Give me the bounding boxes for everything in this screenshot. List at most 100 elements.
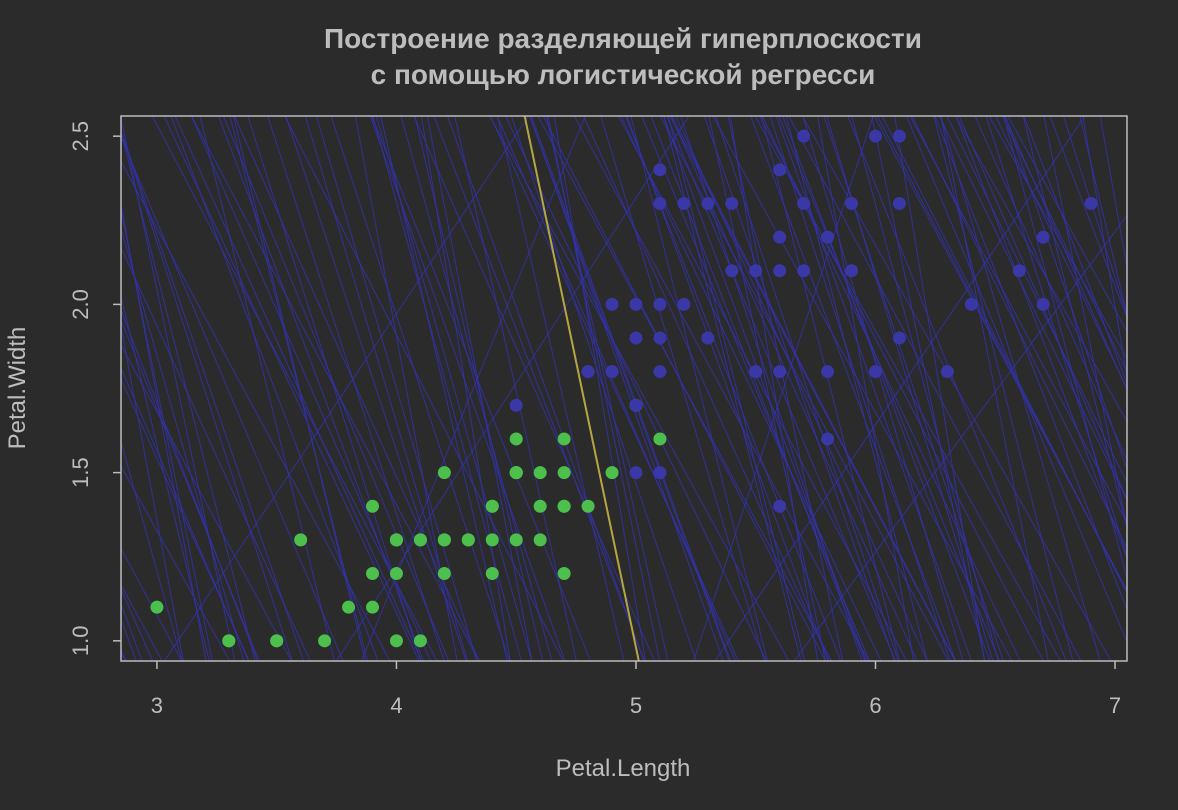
point-versicolor — [533, 466, 547, 480]
x-axis-label: Petal.Length — [556, 755, 691, 782]
point-versicolor — [509, 432, 523, 446]
point-versicolor — [294, 533, 308, 547]
iteration-line — [995, 116, 1127, 390]
iteration-line — [174, 116, 423, 661]
iteration-line — [782, 116, 991, 661]
iteration-line — [121, 547, 183, 661]
iteration-line — [446, 116, 645, 661]
iteration-line — [121, 227, 245, 661]
iteration-line — [573, 116, 869, 661]
point-versicolor — [366, 499, 379, 513]
point-virginica — [629, 398, 643, 412]
point-versicolor — [509, 466, 523, 480]
point-versicolor — [366, 600, 379, 614]
iteration-line — [847, 116, 1067, 661]
iteration-line — [714, 116, 1086, 661]
iteration-line — [873, 116, 1127, 592]
iteration-line — [1001, 116, 1127, 373]
iteration-line — [729, 116, 819, 661]
iteration-line — [121, 465, 231, 661]
iteration-line — [955, 116, 1127, 423]
point-virginica — [797, 196, 811, 210]
iteration-line — [191, 116, 480, 661]
y-tick-label: 2.5 — [68, 121, 93, 152]
iteration-line — [630, 116, 768, 661]
point-virginica — [821, 365, 835, 379]
iteration-line — [985, 116, 1127, 558]
point-virginica — [797, 129, 811, 143]
point-virginica — [964, 297, 978, 311]
iteration-line — [1007, 116, 1127, 333]
iteration-line — [955, 116, 1127, 559]
iteration-line — [426, 116, 533, 661]
y-axis: 1.0 1.5 2.0 2.5 — [68, 121, 121, 656]
point-virginica — [845, 196, 859, 210]
iteration-line — [121, 294, 210, 661]
iteration-line — [871, 116, 986, 661]
iteration-line — [330, 116, 511, 661]
chart-subtitle: с помощью логистической регресси — [371, 59, 876, 90]
iteration-line — [675, 116, 928, 661]
point-versicolor — [437, 466, 451, 480]
point-versicolor — [270, 634, 284, 648]
final-boundary-line — [523, 116, 640, 661]
point-virginica — [892, 129, 906, 143]
point-versicolor — [461, 533, 475, 547]
iteration-line — [121, 378, 250, 661]
iteration-line — [496, 116, 736, 661]
iteration-line — [496, 116, 625, 661]
x-tick-label: 7 — [1109, 693, 1121, 718]
point-versicolor — [413, 533, 427, 547]
iteration-line — [817, 116, 915, 661]
point-versicolor — [150, 600, 164, 614]
iteration-line — [489, 116, 739, 661]
iteration-line — [233, 116, 480, 661]
x-axis: 3 4 5 6 7 — [151, 661, 1121, 718]
plot-frame — [120, 115, 1128, 662]
iteration-line — [413, 116, 656, 661]
point-versicolor — [485, 499, 499, 513]
iteration-line — [489, 116, 790, 661]
point-virginica — [1036, 297, 1050, 311]
point-virginica — [605, 365, 619, 379]
iteration-line — [671, 116, 956, 661]
point-virginica — [653, 297, 667, 311]
point-virginica — [677, 196, 691, 210]
point-virginica — [821, 432, 835, 446]
point-versicolor — [557, 466, 571, 480]
point-versicolor — [557, 432, 571, 446]
point-versicolor — [485, 533, 499, 547]
point-versicolor — [437, 533, 451, 547]
point-virginica — [821, 230, 835, 244]
point-versicolor — [222, 634, 236, 648]
point-virginica — [797, 264, 811, 278]
point-versicolor — [437, 567, 451, 581]
point-versicolor — [509, 533, 523, 547]
iteration-line — [433, 116, 645, 661]
iteration-line — [285, 116, 467, 661]
point-virginica — [629, 331, 643, 345]
iteration-line — [284, 116, 564, 661]
iteration-line — [938, 116, 1127, 502]
iteration-line — [958, 116, 1127, 501]
iteration-line — [121, 366, 249, 661]
iteration-line — [1079, 116, 1127, 318]
iteration-line — [553, 116, 647, 661]
iteration-line — [121, 344, 292, 661]
point-versicolor — [557, 499, 571, 513]
iteration-line — [667, 116, 806, 661]
point-virginica — [749, 365, 763, 379]
point-virginica — [869, 129, 882, 143]
point-virginica — [581, 365, 595, 379]
point-versicolor — [413, 634, 427, 648]
iteration-line — [121, 160, 391, 661]
point-virginica — [701, 196, 715, 210]
point-versicolor — [342, 600, 356, 614]
iteration-line — [1082, 116, 1127, 380]
iteration-line — [151, 116, 438, 661]
point-versicolor — [389, 533, 403, 547]
point-virginica — [892, 331, 906, 345]
y-axis-label: Petal.Width — [4, 327, 31, 450]
